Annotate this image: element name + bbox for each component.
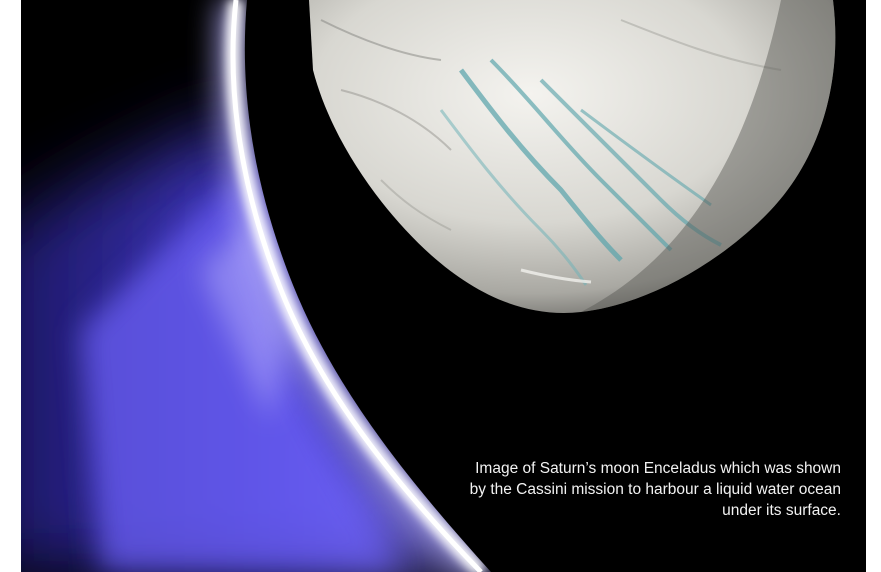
- image-caption: Image of Saturn’s moon Enceladus which w…: [469, 460, 841, 519]
- photo-frame: Image of Saturn’s moon Enceladus which w…: [21, 0, 866, 572]
- enceladus-photo: [21, 0, 866, 572]
- enceladus-moon: [309, 0, 836, 313]
